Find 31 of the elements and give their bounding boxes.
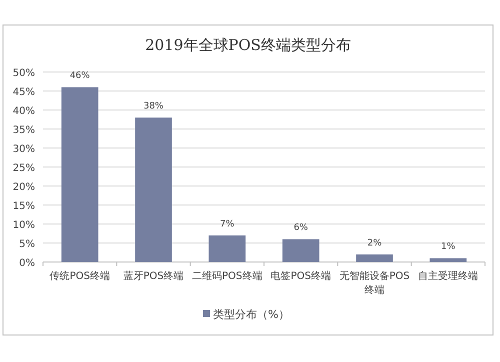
x-tick-label: 自主受理终端 <box>418 270 478 282</box>
x-tick-label: 二维码POS终端 <box>192 270 262 282</box>
y-tick-label: 15% <box>12 201 35 212</box>
y-tick-label: 40% <box>12 106 35 117</box>
bar <box>135 118 172 262</box>
bar <box>356 254 393 262</box>
legend-label: 类型分布（%） <box>213 308 290 321</box>
data-label: 1% <box>441 242 456 252</box>
bar <box>208 235 246 262</box>
data-label: 38% <box>143 102 164 112</box>
x-tick-label: 传统POS终端 <box>50 270 110 282</box>
y-tick-label: 50% <box>12 68 35 79</box>
bar <box>430 258 467 262</box>
data-label: 2% <box>367 238 382 248</box>
x-tick-label: 电签POS终端 <box>270 270 331 282</box>
y-tick-label: 30% <box>12 144 35 155</box>
y-tick-label: 20% <box>12 182 35 193</box>
y-tick-label: 45% <box>12 87 35 98</box>
y-tick-label: 25% <box>12 163 35 174</box>
bar <box>61 87 98 262</box>
data-label: 6% <box>294 223 308 234</box>
bar <box>282 239 320 262</box>
data-label: 7% <box>220 219 235 230</box>
y-tick-label: 5% <box>19 239 35 250</box>
x-tick-label: 无智能设备POS终端 <box>339 270 410 296</box>
x-tick-label: 蓝牙POS终端 <box>123 270 184 282</box>
y-tick-label: 0% <box>19 258 35 269</box>
data-label: 46% <box>70 71 90 82</box>
y-tick-label: 10% <box>12 220 35 231</box>
chart-title: 2019年全球POS终端类型分布 <box>145 36 351 54</box>
y-tick-label: 35% <box>12 125 35 136</box>
